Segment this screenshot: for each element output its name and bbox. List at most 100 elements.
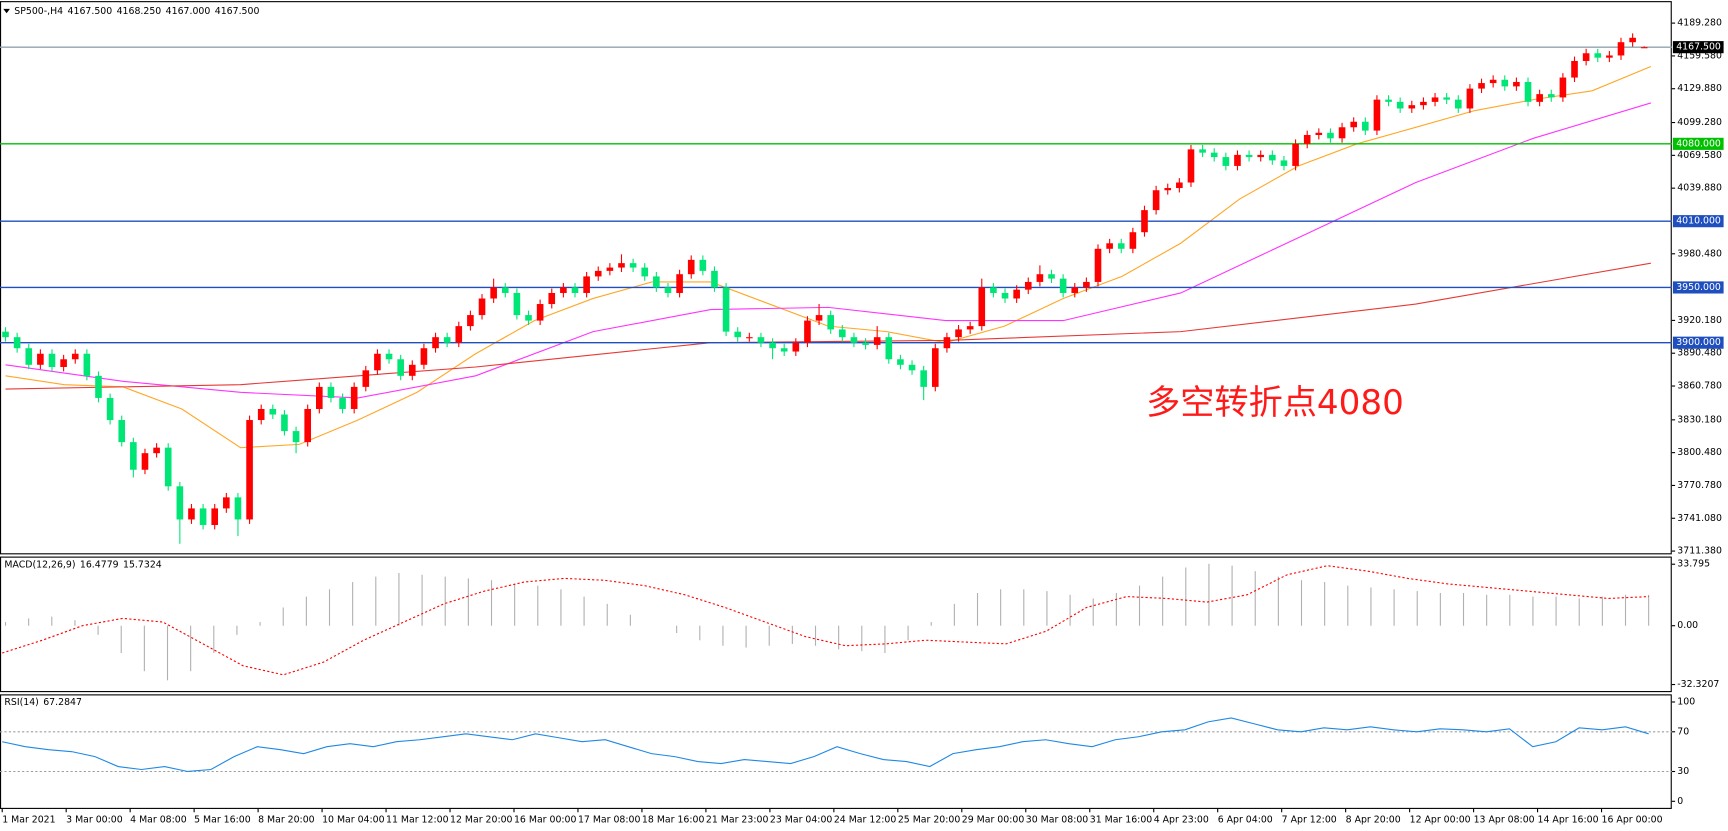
candle-body <box>1478 83 1485 89</box>
x-tick-label: 14 Apr 16:00 <box>1538 814 1599 825</box>
candle-body <box>1524 81 1532 102</box>
candle-body <box>1454 99 1462 109</box>
candle-body <box>478 298 486 316</box>
candle-body <box>815 315 823 321</box>
header-value: 4167.500 <box>68 6 113 17</box>
candle-body <box>548 292 556 305</box>
candle-body <box>629 263 637 268</box>
candle-body <box>1117 243 1125 249</box>
candle-body <box>513 292 521 316</box>
x-tick-label: 12 Mar 20:00 <box>450 814 513 825</box>
candle-body <box>1606 55 1613 58</box>
x-tick-label: 8 Mar 20:00 <box>258 814 315 825</box>
candle-body <box>443 337 451 343</box>
candle-body <box>48 353 56 368</box>
candle-body <box>1269 154 1276 161</box>
candle-body <box>908 364 916 371</box>
candle-body <box>1327 132 1334 139</box>
x-tick-label: 29 Mar 00:00 <box>962 814 1025 825</box>
x-tick-label: 4 Apr 23:00 <box>1154 814 1209 825</box>
level-label: 4167.500 <box>1676 42 1721 53</box>
y-tick-label: 3770.780 <box>1677 480 1722 491</box>
candle-body <box>316 386 323 409</box>
y-tick-label: 3830.180 <box>1677 414 1722 425</box>
candle-body <box>1501 79 1509 87</box>
x-tick-label: 31 Mar 16:00 <box>1090 814 1153 825</box>
candle-body <box>571 287 579 293</box>
x-tick-label: 16 Mar 00:00 <box>514 814 577 825</box>
candle-body <box>618 263 625 268</box>
x-tick-label: 18 Mar 16:00 <box>642 814 705 825</box>
x-tick-label: 23 Mar 04:00 <box>770 814 833 825</box>
candle-body <box>676 274 683 293</box>
candle-body <box>490 287 497 299</box>
candle-body <box>1338 127 1346 139</box>
indicator-header: MACD(12,26,9) 16.4779 15.7324 <box>4 559 161 570</box>
candle-body <box>722 287 730 332</box>
y-tick-label: 3920.180 <box>1677 315 1722 326</box>
rsi-line <box>2 717 1649 773</box>
candle-body <box>978 287 986 327</box>
level-box <box>1672 215 1724 228</box>
candle-body <box>60 359 67 368</box>
y-tick-label: 30 <box>1677 766 1689 777</box>
candle-body <box>327 386 335 398</box>
candle-body <box>1059 278 1067 293</box>
menu-triangle[interactable] <box>3 8 10 14</box>
candle-body <box>2 331 9 338</box>
candle-body <box>1176 182 1183 189</box>
candle-body <box>1024 281 1032 290</box>
candle-body <box>536 304 544 321</box>
x-tick-label: 4 Mar 08:00 <box>130 814 187 825</box>
candle-body <box>1547 94 1555 98</box>
candle-body <box>1385 99 1392 102</box>
candle-body <box>1245 154 1253 158</box>
candle-body <box>955 329 962 338</box>
candle-body <box>966 326 974 330</box>
candle-body <box>281 414 288 432</box>
candle-body <box>1199 149 1206 153</box>
candle-body <box>408 364 416 376</box>
y-tick-label: 4159.580 <box>1677 50 1722 61</box>
candle-body <box>1303 134 1311 144</box>
candle-body <box>862 342 869 345</box>
candle-body <box>1083 281 1090 288</box>
candle-body <box>664 287 672 293</box>
candle-body <box>1420 101 1427 106</box>
candle-body <box>653 276 660 288</box>
candle-body <box>804 320 811 343</box>
candle-body <box>885 337 893 360</box>
candle-body <box>1036 274 1044 282</box>
candle-body <box>1559 77 1567 98</box>
candle-body <box>501 287 509 293</box>
x-tick-label: 16 Apr 00:00 <box>1602 814 1663 825</box>
candle-body <box>931 348 939 387</box>
y-tick-label: 3800.480 <box>1677 447 1722 458</box>
candle-body <box>1071 287 1079 293</box>
rsi-pane-border <box>0 694 1672 809</box>
y-tick-label: 0 <box>1677 796 1683 807</box>
candle-body <box>1106 243 1113 249</box>
candle-body <box>1536 94 1543 102</box>
candle-body <box>304 408 311 443</box>
candle-body <box>130 442 137 470</box>
x-tick-label: 11 Mar 12:00 <box>386 814 449 825</box>
x-tick-label: 30 Mar 08:00 <box>1026 814 1089 825</box>
candle-body <box>1629 37 1636 43</box>
candle-body <box>1513 81 1520 87</box>
candle-body <box>420 348 428 365</box>
candle-body <box>839 329 846 338</box>
candle-body <box>234 497 242 520</box>
y-tick-label: 4129.880 <box>1677 83 1722 94</box>
candle-body <box>1396 101 1404 109</box>
candle-body <box>141 453 149 470</box>
candle-body <box>1315 132 1323 135</box>
candle-body <box>687 259 695 275</box>
x-tick-label: 21 Mar 23:00 <box>706 814 769 825</box>
candle-body <box>397 359 404 376</box>
candle-body <box>1466 88 1474 109</box>
candle-body <box>95 375 102 398</box>
candle-body <box>769 342 776 349</box>
